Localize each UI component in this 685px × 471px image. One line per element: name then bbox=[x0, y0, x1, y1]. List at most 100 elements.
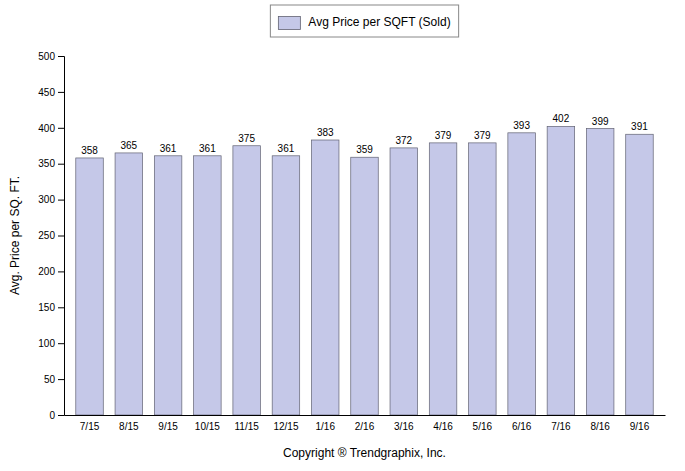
y-tick-mark bbox=[58, 128, 64, 129]
y-tick-label: 50 bbox=[44, 374, 56, 385]
data-label: 379 bbox=[435, 130, 452, 141]
x-tick-label: 8/16 bbox=[590, 421, 610, 432]
y-tick: 150 bbox=[38, 302, 64, 313]
x-tick-label: 4/16 bbox=[433, 421, 453, 432]
x-axis-title: Copyright ® Trendgraphix, Inc. bbox=[283, 446, 446, 460]
y-axis-title: Avg. Price per SQ. FT. bbox=[8, 176, 22, 295]
y-tick: 450 bbox=[38, 87, 64, 98]
legend-frame bbox=[270, 5, 458, 37]
x-tick-label: 7/15 bbox=[80, 421, 100, 432]
data-label: 379 bbox=[474, 130, 491, 141]
bar bbox=[547, 126, 574, 415]
x-tick: 7/16 bbox=[551, 415, 571, 432]
bar bbox=[154, 156, 181, 415]
data-label: 361 bbox=[278, 143, 295, 154]
y-tick-mark bbox=[58, 271, 64, 272]
x-tick-label: 1/16 bbox=[315, 421, 335, 432]
bar bbox=[233, 146, 260, 415]
legend: Avg Price per SQFT (Sold) bbox=[270, 5, 458, 37]
y-tick-label: 150 bbox=[38, 302, 55, 313]
x-tick: 6/16 bbox=[512, 415, 532, 432]
y-tick-mark bbox=[58, 164, 64, 165]
data-label: 393 bbox=[513, 120, 530, 131]
data-labels: 358 365 361 361 375 361 383 359 372 379 379 393 402 3… bbox=[81, 113, 648, 156]
y-tick-label: 350 bbox=[38, 158, 55, 169]
x-tick-label: 7/16 bbox=[551, 421, 571, 432]
x-tick: 8/15 bbox=[119, 415, 139, 432]
x-tick: 4/16 bbox=[433, 415, 453, 432]
legend-label: Avg Price per SQFT (Sold) bbox=[308, 15, 450, 29]
data-label: 383 bbox=[317, 127, 334, 138]
bar bbox=[351, 157, 378, 415]
x-tick: 9/15 bbox=[158, 415, 178, 432]
plot: 0 50 100 150 200 250 300 350 400 450 500 7/15 8/15 9/… bbox=[38, 51, 665, 432]
y-tick-label: 450 bbox=[38, 87, 55, 98]
y-tick: 0 bbox=[49, 410, 64, 421]
x-tick-label: 9/15 bbox=[158, 421, 178, 432]
y-tick-mark bbox=[58, 379, 64, 380]
bars bbox=[76, 126, 653, 415]
y-tick-mark bbox=[58, 200, 64, 201]
data-label: 359 bbox=[356, 144, 373, 155]
y-axis-line bbox=[58, 57, 65, 416]
data-label: 361 bbox=[160, 143, 177, 154]
y-tick-label: 500 bbox=[38, 51, 55, 62]
bar bbox=[429, 143, 456, 415]
x-tick: 9/16 bbox=[630, 415, 650, 432]
bar bbox=[586, 129, 613, 415]
y-tick-label: 300 bbox=[38, 194, 55, 205]
x-axis: 7/15 8/15 9/15 10/15 11/15 12/15 1/16 2/16 3/16 4… bbox=[65, 415, 666, 432]
y-tick-mark bbox=[58, 307, 64, 308]
x-tick-label: 5/16 bbox=[473, 421, 493, 432]
data-label: 375 bbox=[238, 133, 255, 144]
x-tick: 3/16 bbox=[394, 415, 414, 432]
data-label: 358 bbox=[81, 145, 98, 156]
bar bbox=[115, 153, 142, 415]
y-tick-label: 400 bbox=[38, 123, 55, 134]
data-label: 399 bbox=[592, 116, 609, 127]
bar bbox=[508, 133, 535, 415]
y-tick: 200 bbox=[38, 266, 64, 277]
data-label: 372 bbox=[395, 135, 412, 146]
x-tick: 8/16 bbox=[590, 415, 610, 432]
bar bbox=[311, 140, 338, 415]
x-tick: 5/16 bbox=[473, 415, 493, 432]
y-tick-mark bbox=[58, 56, 64, 57]
x-tick: 2/16 bbox=[355, 415, 375, 432]
y-tick-label: 250 bbox=[38, 230, 55, 241]
x-tick-label: 10/15 bbox=[195, 421, 220, 432]
x-tick: 1/16 bbox=[315, 415, 335, 432]
y-tick: 50 bbox=[44, 374, 64, 385]
chart: 0 50 100 150 200 250 300 350 400 450 500 7/15 8/15 9/… bbox=[0, 0, 685, 471]
legend-swatch bbox=[278, 17, 300, 30]
data-label: 361 bbox=[199, 143, 216, 154]
x-tick-label: 12/15 bbox=[273, 421, 298, 432]
x-tick-label: 6/16 bbox=[512, 421, 532, 432]
y-tick-label: 100 bbox=[38, 338, 55, 349]
y-tick: 250 bbox=[38, 230, 64, 241]
x-tick-label: 3/16 bbox=[394, 421, 414, 432]
x-tick-label: 8/15 bbox=[119, 421, 139, 432]
bar bbox=[76, 158, 103, 415]
data-label: 391 bbox=[631, 121, 648, 132]
y-tick-mark bbox=[58, 343, 64, 344]
bar bbox=[626, 134, 653, 415]
y-tick: 500 bbox=[38, 51, 64, 62]
bar bbox=[469, 143, 496, 415]
x-axis-line bbox=[65, 415, 666, 416]
x-tick-label: 2/16 bbox=[355, 421, 375, 432]
x-tick-label: 11/15 bbox=[235, 421, 260, 432]
data-label: 365 bbox=[120, 140, 137, 151]
bar bbox=[390, 148, 417, 415]
x-tick: 10/15 bbox=[195, 415, 220, 432]
y-tick: 350 bbox=[38, 158, 64, 169]
y-tick-mark bbox=[58, 415, 64, 416]
y-tick-label: 0 bbox=[49, 410, 55, 421]
legend-item: Avg Price per SQFT (Sold) bbox=[278, 15, 450, 29]
y-tick-mark bbox=[58, 236, 64, 237]
bar bbox=[194, 156, 221, 415]
data-label: 402 bbox=[553, 113, 570, 124]
y-tick-mark bbox=[58, 92, 64, 93]
x-tick: 12/15 bbox=[273, 415, 298, 432]
y-tick: 400 bbox=[38, 123, 64, 134]
